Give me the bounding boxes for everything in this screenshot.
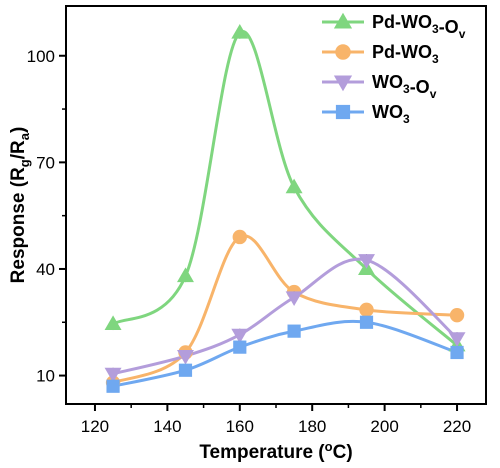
y-tick-label: 100 (27, 47, 55, 66)
plot-frame (65, 5, 487, 405)
legend-swatch-marker (333, 12, 353, 29)
data-point (285, 291, 303, 307)
legend-swatch-marker (333, 75, 353, 92)
data-point (287, 324, 301, 338)
data-point (359, 315, 374, 329)
data-point (104, 367, 122, 383)
series-line-3 (112, 319, 458, 388)
data-point (178, 363, 193, 377)
x-tick-label: 160 (226, 417, 254, 436)
legend-item: WO3 (322, 102, 410, 126)
data-point (232, 229, 247, 245)
legend-label: Pd-WO3 (372, 42, 439, 66)
y-tick-label: 70 (36, 153, 55, 172)
data-point (231, 328, 249, 344)
y-axis-title: Response (Rg/Ra) (8, 127, 32, 284)
data-point (448, 332, 466, 347)
x-tick-label: 140 (153, 417, 181, 436)
legend-item: Pd-WO3-Ov (322, 12, 466, 41)
data-point (106, 379, 120, 393)
x-axis-title: Temperature (oC) (199, 439, 352, 463)
legend-swatch-marker (335, 104, 351, 120)
legend-label: WO3-Ov (372, 72, 437, 101)
series-markers (104, 24, 466, 393)
x-tick-label: 120 (81, 417, 109, 436)
series-line-2 (112, 257, 459, 376)
legend-item: WO3-Ov (322, 72, 437, 101)
x-tick-label: 200 (370, 417, 398, 436)
y-axis: 10 40 70 100 (27, 47, 66, 386)
legend-label: Pd-WO3-Ov (372, 12, 466, 41)
legend-label: WO3 (372, 102, 410, 126)
y-tick-label: 40 (36, 260, 55, 279)
data-point (450, 345, 464, 360)
x-tick-label: 180 (298, 417, 326, 436)
data-point (177, 267, 194, 283)
series-line-0 (112, 30, 459, 347)
legend-swatch-marker (335, 44, 351, 60)
data-point (285, 178, 303, 194)
y-tick-label: 10 (36, 367, 55, 386)
data-point (177, 350, 194, 365)
data-point (449, 307, 465, 323)
x-axis: 120 140 160 180 200 220 (81, 404, 471, 436)
data-point (231, 24, 249, 39)
data-point (358, 254, 375, 269)
x-tick-label: 220 (443, 417, 471, 436)
data-point (233, 340, 247, 354)
legend-item: Pd-WO3 (322, 42, 439, 66)
data-point (359, 302, 374, 318)
data-point (104, 315, 122, 331)
